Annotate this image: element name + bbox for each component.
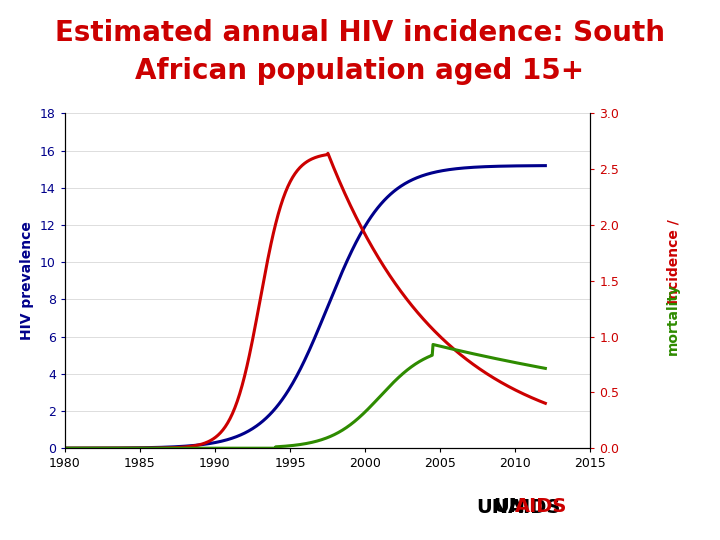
Text: mortality: mortality (666, 282, 680, 355)
Text: AIDS: AIDS (515, 497, 567, 516)
Y-axis label: HIV prevalence: HIV prevalence (20, 221, 35, 340)
Text: UN: UN (493, 497, 525, 516)
Text: UNAIDS: UNAIDS (476, 498, 561, 517)
Text: Estimated annual HIV incidence: South: Estimated annual HIV incidence: South (55, 19, 665, 47)
Text: Incidence /: Incidence / (666, 214, 680, 304)
Text: African population aged 15+: African population aged 15+ (135, 57, 585, 85)
